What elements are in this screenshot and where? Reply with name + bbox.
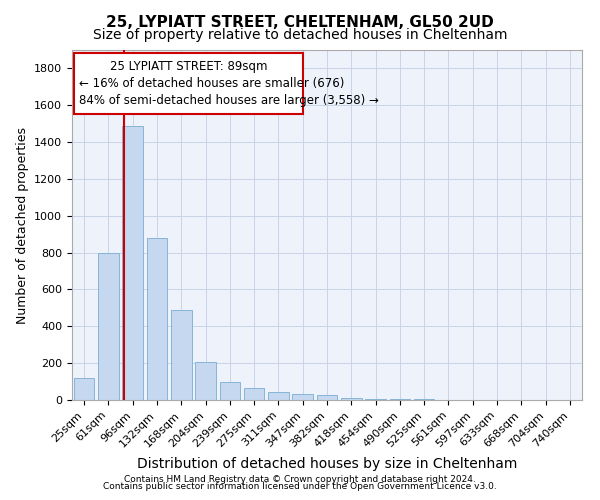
Bar: [268, 392, 289, 400]
Bar: [365, 399, 386, 400]
Bar: [341, 398, 362, 400]
Bar: [195, 362, 216, 400]
Text: Contains HM Land Registry data © Crown copyright and database right 2024.: Contains HM Land Registry data © Crown c…: [124, 474, 476, 484]
Bar: [220, 382, 240, 400]
Bar: [244, 388, 265, 400]
Bar: [146, 238, 167, 400]
Bar: [98, 252, 119, 400]
Bar: [317, 396, 337, 400]
Text: 25, LYPIATT STREET, CHELTENHAM, GL50 2UD: 25, LYPIATT STREET, CHELTENHAM, GL50 2UD: [106, 15, 494, 30]
X-axis label: Distribution of detached houses by size in Cheltenham: Distribution of detached houses by size …: [137, 457, 517, 471]
Y-axis label: Number of detached properties: Number of detached properties: [16, 126, 29, 324]
Bar: [74, 53, 303, 114]
Text: Size of property relative to detached houses in Cheltenham: Size of property relative to detached ho…: [93, 28, 507, 42]
Bar: [74, 378, 94, 400]
Text: 25 LYPIATT STREET: 89sqm: 25 LYPIATT STREET: 89sqm: [110, 60, 267, 72]
Bar: [171, 310, 191, 400]
Bar: [292, 394, 313, 400]
Bar: [389, 399, 410, 400]
Text: 84% of semi-detached houses are larger (3,558) →: 84% of semi-detached houses are larger (…: [79, 94, 379, 106]
Text: Contains public sector information licensed under the Open Government Licence v3: Contains public sector information licen…: [103, 482, 497, 491]
Bar: [122, 126, 143, 400]
Text: ← 16% of detached houses are smaller (676): ← 16% of detached houses are smaller (67…: [79, 76, 344, 90]
